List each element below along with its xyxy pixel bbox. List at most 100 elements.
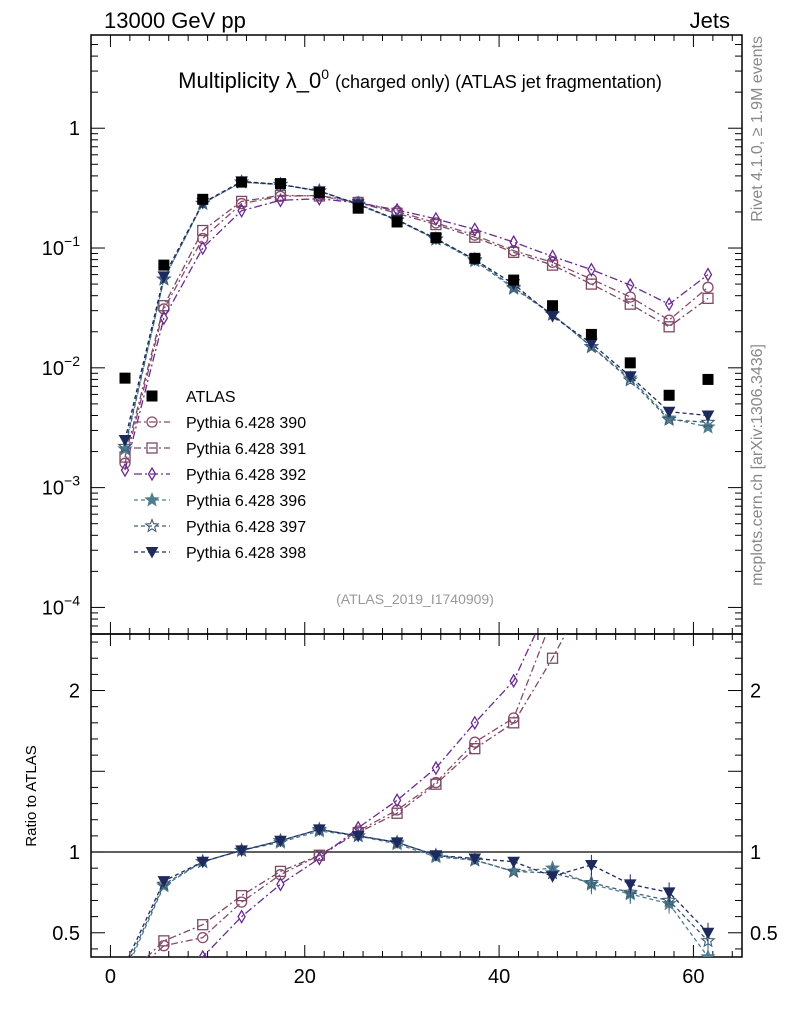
ratio-point bbox=[506, 863, 522, 878]
ratio-point bbox=[468, 853, 482, 866]
series-point bbox=[469, 231, 481, 243]
ratio-point bbox=[470, 715, 480, 731]
ratio-line bbox=[200, 634, 537, 957]
ratio-point bbox=[469, 743, 481, 755]
series-point bbox=[509, 234, 518, 250]
legend-label: Pythia 6.428 391 bbox=[186, 441, 306, 458]
series-point bbox=[701, 410, 715, 423]
ratio-line bbox=[128, 828, 709, 957]
series-point bbox=[117, 438, 133, 454]
series-point bbox=[700, 419, 716, 434]
legend-marker bbox=[144, 517, 160, 533]
data-point bbox=[313, 187, 325, 199]
ratio-point bbox=[664, 427, 674, 437]
y-tick-label: 10−4 bbox=[42, 592, 80, 619]
series-line bbox=[124, 181, 709, 450]
series-point bbox=[702, 292, 714, 305]
ratio-point bbox=[120, 976, 130, 986]
series-line bbox=[124, 194, 709, 464]
ratio-point bbox=[585, 859, 598, 872]
side-label-top: Rivet 4.1.0, ≥ 1.9M events bbox=[749, 36, 766, 222]
ratio-point bbox=[274, 835, 287, 848]
ratio-point bbox=[546, 871, 559, 883]
series-point bbox=[198, 240, 207, 256]
legend-label: Pythia 6.428 397 bbox=[186, 519, 306, 536]
ratio-point bbox=[351, 830, 365, 843]
ratio-panel bbox=[119, 426, 716, 986]
ratio-point bbox=[586, 581, 596, 591]
ratio-tick-label: 2 bbox=[69, 681, 80, 703]
y-tick-label: 10−2 bbox=[42, 353, 80, 380]
series-point bbox=[585, 278, 598, 290]
header-left: 13000 GeV pp bbox=[104, 8, 246, 33]
legend-marker bbox=[146, 390, 158, 402]
ratio-line bbox=[130, 828, 709, 957]
series-point bbox=[158, 300, 170, 312]
ratio-point bbox=[197, 919, 209, 931]
ratio-point bbox=[119, 967, 131, 979]
side-label-bottom: mcplots.cern.ch [arXiv:1306.3436] bbox=[749, 344, 766, 586]
ratio-point bbox=[627, 426, 634, 438]
series-point bbox=[546, 259, 559, 271]
ratio-point bbox=[508, 717, 520, 729]
series-point bbox=[157, 271, 171, 283]
ratio-frame bbox=[90, 633, 743, 958]
x-tick-label: 60 bbox=[682, 966, 704, 988]
legend-label: Pythia 6.428 396 bbox=[186, 493, 306, 510]
series-point bbox=[622, 372, 638, 387]
ratio-point bbox=[120, 973, 130, 983]
series-point bbox=[159, 310, 169, 326]
ratio-point bbox=[158, 935, 170, 947]
title-superscript: 0 bbox=[321, 66, 329, 82]
series-line bbox=[124, 194, 709, 458]
y-tick-label: 1 bbox=[69, 118, 80, 140]
ratio-point bbox=[661, 892, 677, 907]
ratio-point bbox=[625, 516, 635, 526]
ratio-point bbox=[390, 837, 404, 849]
series-point bbox=[237, 203, 246, 218]
ratio-point bbox=[625, 492, 635, 502]
ratio-point bbox=[583, 874, 600, 890]
ratio-line bbox=[150, 634, 547, 957]
ratio-point bbox=[160, 966, 167, 978]
legend-marker bbox=[145, 547, 159, 559]
title-main: Multiplicity λ_0 bbox=[178, 68, 321, 93]
header-right: Jets bbox=[690, 8, 730, 33]
ratio-axis-label: Ratio to ATLAS bbox=[23, 745, 40, 846]
data-point bbox=[391, 216, 403, 228]
ratio-point bbox=[157, 876, 171, 888]
data-point bbox=[119, 372, 131, 384]
main-panel bbox=[117, 174, 716, 478]
ratio-point bbox=[546, 652, 559, 664]
x-tick-label: 40 bbox=[488, 966, 510, 988]
ratio-point bbox=[700, 948, 716, 957]
series-point bbox=[120, 462, 130, 478]
ratio-point bbox=[235, 896, 248, 908]
legend-marker bbox=[146, 442, 158, 454]
ratio-point bbox=[235, 889, 248, 902]
series-point bbox=[663, 314, 675, 326]
ratio-point bbox=[700, 932, 716, 948]
series-point bbox=[546, 311, 559, 323]
ratio-point bbox=[235, 845, 248, 857]
data-point bbox=[274, 178, 286, 190]
legend-label: ATLAS bbox=[186, 389, 236, 406]
x-tick-label: 0 bbox=[105, 966, 116, 988]
series-point bbox=[662, 406, 676, 419]
series-point bbox=[197, 232, 209, 245]
series-point bbox=[587, 262, 596, 277]
series-point bbox=[664, 296, 674, 312]
ratio-point bbox=[588, 507, 595, 519]
series-point bbox=[703, 267, 713, 282]
data-point bbox=[236, 176, 248, 188]
data-point bbox=[508, 274, 520, 286]
axes: 0 20 40 60 1 10−1 10−2 10−3 10−4 0.5 0.5 1 1 2 2 bbox=[42, 34, 778, 988]
data-point bbox=[352, 202, 364, 214]
data-point bbox=[585, 328, 597, 340]
data-point bbox=[197, 193, 209, 205]
data-point bbox=[430, 232, 442, 244]
legend-marker bbox=[147, 466, 157, 482]
legend-marker bbox=[146, 416, 158, 428]
ratio-point bbox=[119, 963, 131, 975]
